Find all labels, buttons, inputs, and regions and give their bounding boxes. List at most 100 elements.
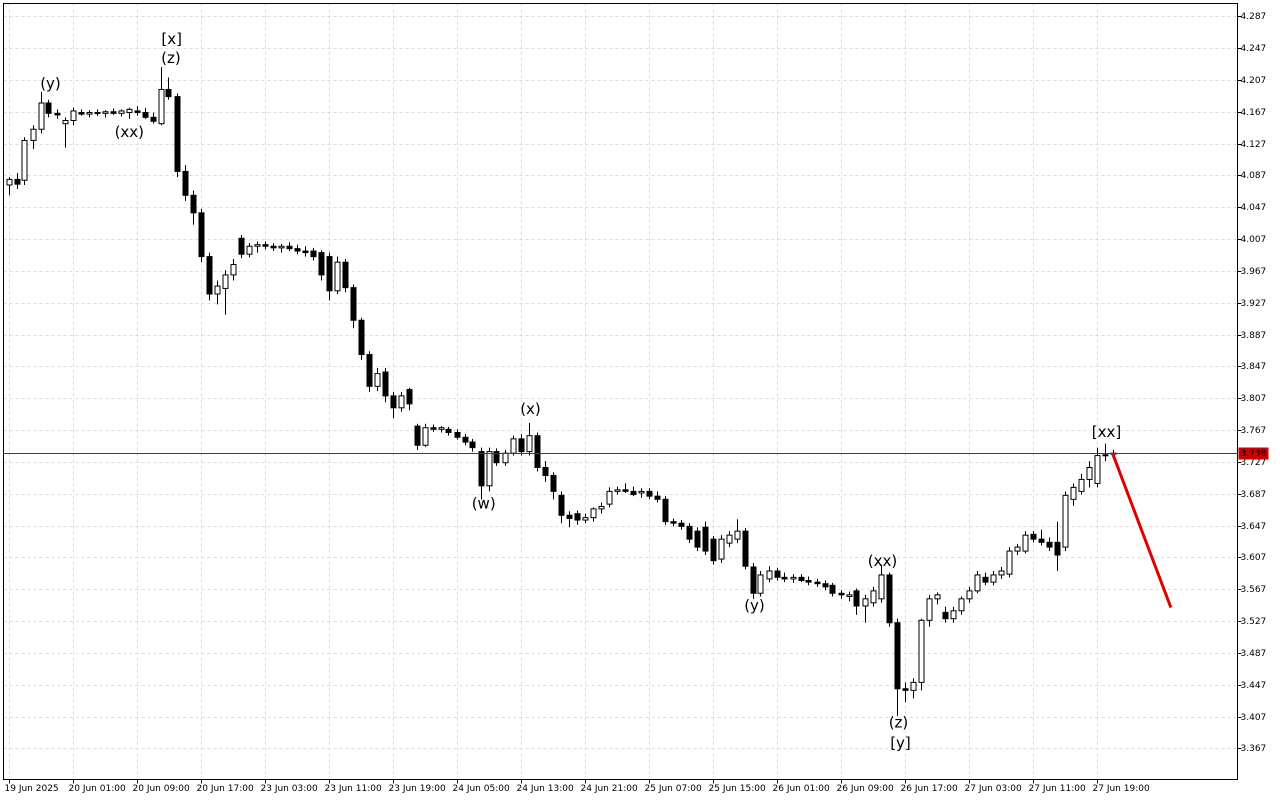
y-tick-label: 3.447 bbox=[1241, 681, 1267, 691]
candle-body bbox=[1014, 546, 1021, 552]
candle-body bbox=[614, 489, 621, 492]
candle-body bbox=[62, 119, 69, 125]
candle-body bbox=[374, 373, 381, 387]
candle-body bbox=[902, 688, 909, 691]
candle-body bbox=[942, 611, 949, 620]
candle-body bbox=[198, 212, 205, 258]
x-tick-label: 23 Jun 03:00 bbox=[261, 784, 318, 794]
candle-body bbox=[966, 590, 973, 600]
x-tick-label: 19 Jun 2025 bbox=[5, 784, 59, 794]
candle-body bbox=[1102, 454, 1109, 457]
candle-body bbox=[805, 580, 812, 583]
candle-body bbox=[1006, 550, 1013, 575]
forecast-line bbox=[1111, 452, 1173, 609]
x-tick-label: 25 Jun 15:00 bbox=[709, 784, 766, 794]
candle-body bbox=[350, 287, 357, 321]
candle-body bbox=[590, 508, 597, 519]
x-tick-label: 24 Jun 21:00 bbox=[581, 784, 638, 794]
candle-body bbox=[1022, 534, 1029, 552]
candle-body bbox=[326, 256, 333, 292]
candle-body bbox=[766, 570, 773, 580]
candle-body bbox=[478, 451, 485, 487]
y-tick-label: 4.167 bbox=[1241, 108, 1267, 118]
candle-body bbox=[686, 525, 693, 540]
candle-body bbox=[853, 590, 860, 607]
candle-body bbox=[206, 256, 213, 295]
candle-body bbox=[454, 431, 461, 438]
candle-body bbox=[406, 389, 413, 405]
x-tick-label: 26 Jun 01:00 bbox=[773, 784, 830, 794]
candle-body bbox=[398, 395, 405, 409]
candle-body bbox=[190, 194, 197, 214]
candle-body bbox=[422, 427, 429, 446]
candle-body bbox=[534, 435, 541, 469]
candle-body bbox=[742, 530, 749, 567]
candle-body bbox=[54, 112, 61, 116]
candle-body bbox=[1046, 541, 1053, 548]
candle-body bbox=[1070, 486, 1077, 500]
candle-body bbox=[718, 538, 725, 560]
candle-body bbox=[974, 574, 981, 592]
candle-body bbox=[318, 252, 325, 276]
wave-label: [y] bbox=[890, 734, 911, 752]
y-tick-label: 4.047 bbox=[1241, 203, 1267, 213]
candle-body bbox=[94, 112, 101, 115]
candle-body bbox=[694, 530, 701, 548]
y-tick-label: 4.247 bbox=[1241, 44, 1267, 54]
wave-label: (y) bbox=[744, 596, 765, 614]
candle-body bbox=[102, 111, 109, 114]
candle-body bbox=[1030, 533, 1037, 540]
candle-body bbox=[654, 495, 661, 500]
candle-body bbox=[790, 576, 797, 580]
candle-body bbox=[286, 245, 293, 250]
x-tick-label: 27 Jun 11:00 bbox=[1029, 784, 1086, 794]
y-tick-label: 4.087 bbox=[1241, 171, 1267, 181]
x-tick-label: 23 Jun 11:00 bbox=[325, 784, 382, 794]
candle-body bbox=[582, 517, 589, 521]
candle-body bbox=[838, 592, 845, 596]
candle-body bbox=[493, 451, 500, 464]
candle-body bbox=[334, 261, 341, 292]
candle-body bbox=[366, 353, 373, 387]
candle-body bbox=[662, 498, 669, 523]
candle-body bbox=[165, 88, 172, 98]
wave-label: (w) bbox=[472, 495, 496, 513]
candle-body bbox=[390, 395, 397, 409]
candle-body bbox=[469, 441, 476, 449]
candle-body bbox=[918, 619, 925, 683]
candle-body bbox=[45, 102, 52, 114]
candle-body bbox=[878, 574, 885, 600]
candle-body bbox=[998, 570, 1005, 576]
candle-body bbox=[518, 438, 525, 453]
candle-body bbox=[246, 245, 253, 255]
candle-body bbox=[526, 435, 533, 453]
y-tick-label: 4.287 bbox=[1241, 12, 1267, 22]
candle-body bbox=[1086, 467, 1093, 480]
candle-body bbox=[622, 489, 629, 492]
candle-body bbox=[702, 526, 709, 552]
y-tick-label: 3.847 bbox=[1241, 362, 1267, 372]
candle-body bbox=[342, 261, 349, 289]
candle-body bbox=[1038, 538, 1045, 543]
candle-body bbox=[757, 574, 764, 594]
candle-body bbox=[214, 285, 221, 295]
candle-body bbox=[414, 425, 421, 446]
candle-body bbox=[638, 490, 645, 494]
candle-body bbox=[150, 116, 157, 122]
y-tick-label: 3.527 bbox=[1241, 617, 1267, 627]
candle-body bbox=[21, 139, 28, 181]
candle-body bbox=[894, 622, 901, 690]
candle-body bbox=[1062, 494, 1069, 548]
candle-body bbox=[886, 574, 893, 624]
x-tick-label: 27 Jun 19:00 bbox=[1093, 784, 1150, 794]
x-tick-label: 25 Jun 07:00 bbox=[645, 784, 702, 794]
plot-frame bbox=[3, 3, 1238, 780]
candle-body bbox=[6, 178, 13, 186]
candle-body bbox=[254, 244, 261, 247]
candle-body bbox=[30, 128, 37, 141]
candle-body bbox=[158, 88, 165, 125]
candle-body bbox=[38, 102, 45, 130]
candle-body bbox=[278, 245, 285, 249]
candle-body bbox=[445, 428, 452, 433]
